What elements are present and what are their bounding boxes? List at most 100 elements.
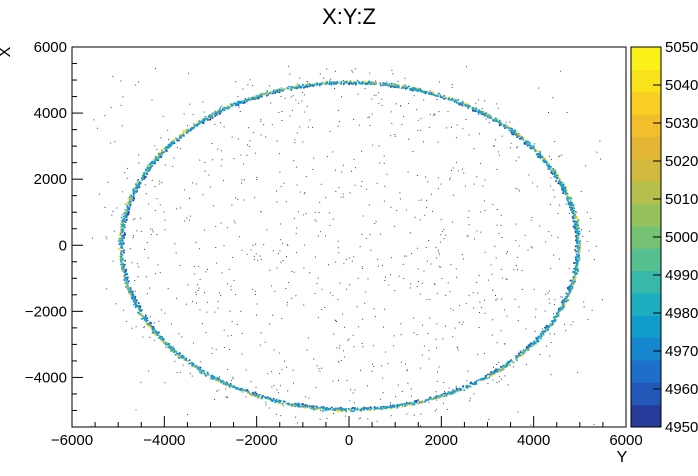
data-point xyxy=(206,311,208,313)
ring-point xyxy=(456,389,459,391)
ring-point xyxy=(411,88,413,90)
ring-point xyxy=(567,293,570,296)
data-point xyxy=(358,326,360,328)
ring-point xyxy=(408,403,410,406)
ring-point xyxy=(385,407,388,410)
ring-point xyxy=(433,396,436,399)
ring-point xyxy=(144,316,146,319)
data-point xyxy=(276,267,278,269)
data-point xyxy=(250,249,252,251)
data-point xyxy=(501,135,503,137)
ring-point xyxy=(474,382,476,384)
data-point xyxy=(93,119,95,121)
data-point xyxy=(112,75,114,77)
data-point xyxy=(299,191,301,193)
data-point xyxy=(381,98,383,100)
data-point xyxy=(362,215,364,217)
ring-point xyxy=(132,295,134,297)
ring-point xyxy=(324,81,326,84)
data-point xyxy=(437,177,439,179)
ring-point xyxy=(192,127,194,129)
ring-point xyxy=(523,351,526,353)
ring-point xyxy=(340,408,342,411)
ring-point xyxy=(576,232,579,234)
ring-point xyxy=(354,407,356,409)
ring-point xyxy=(250,394,253,396)
data-point xyxy=(484,210,486,211)
data-point xyxy=(361,234,363,236)
ring-point xyxy=(340,81,343,84)
ring-point xyxy=(552,173,554,175)
ring-point xyxy=(578,257,581,260)
data-point xyxy=(341,96,342,98)
ring-point xyxy=(477,110,479,113)
ring-point xyxy=(275,89,277,92)
ring-point xyxy=(202,120,205,123)
ring-point xyxy=(178,136,181,139)
data-point xyxy=(134,280,136,281)
data-point xyxy=(357,93,359,95)
data-point xyxy=(437,141,439,143)
data-point xyxy=(371,370,373,372)
data-point xyxy=(481,108,483,110)
ring-point xyxy=(266,92,269,94)
ring-point xyxy=(125,273,127,276)
data-point xyxy=(367,418,369,420)
data-point xyxy=(241,332,243,334)
data-point xyxy=(192,182,194,184)
ring-point xyxy=(553,316,555,319)
ring-point xyxy=(576,257,578,259)
data-point xyxy=(388,284,390,286)
ring-point xyxy=(239,389,242,391)
ring-point xyxy=(224,107,227,109)
ring-point xyxy=(489,375,491,377)
ring-point xyxy=(508,361,511,363)
data-point xyxy=(343,196,345,198)
data-point xyxy=(420,425,421,427)
colorbar-tick-label: 4960 xyxy=(665,381,698,398)
ring-point xyxy=(575,237,578,239)
ring-point xyxy=(199,368,202,371)
ring-point xyxy=(161,336,163,338)
data-point xyxy=(591,309,593,311)
ring-point xyxy=(153,331,155,334)
data-point xyxy=(265,404,267,406)
ring-point xyxy=(378,407,381,410)
ring-point xyxy=(128,208,130,211)
ring-point xyxy=(573,268,575,270)
ring-point xyxy=(257,396,259,399)
ring-point xyxy=(134,296,136,299)
ring-point xyxy=(326,81,328,83)
colorbar-segment xyxy=(631,337,661,361)
data-point xyxy=(271,371,273,373)
ring-point xyxy=(156,333,158,336)
ring-point xyxy=(292,86,295,88)
data-point xyxy=(524,235,526,237)
ring-point xyxy=(570,289,572,292)
data-point xyxy=(374,223,376,224)
data-point xyxy=(408,103,409,105)
ring-point xyxy=(572,212,575,214)
data-point xyxy=(494,245,496,247)
ring-point xyxy=(404,88,407,90)
data-point xyxy=(547,292,549,294)
data-point xyxy=(315,387,317,389)
ring-point xyxy=(366,408,368,410)
ring-point xyxy=(537,152,540,155)
data-point xyxy=(364,88,366,90)
data-point xyxy=(596,151,598,153)
ring-point xyxy=(560,309,563,311)
ring-point xyxy=(430,91,433,94)
ring-point xyxy=(126,279,128,282)
ring-point xyxy=(464,105,467,107)
data-point xyxy=(484,100,486,102)
ring-point xyxy=(154,162,156,165)
data-point xyxy=(500,214,502,216)
ring-point xyxy=(356,407,359,410)
ring-point xyxy=(422,91,424,93)
ring-point xyxy=(562,304,564,306)
data-point xyxy=(550,185,552,187)
ring-point xyxy=(373,409,376,412)
ring-point xyxy=(469,385,472,388)
ring-point xyxy=(314,83,316,85)
